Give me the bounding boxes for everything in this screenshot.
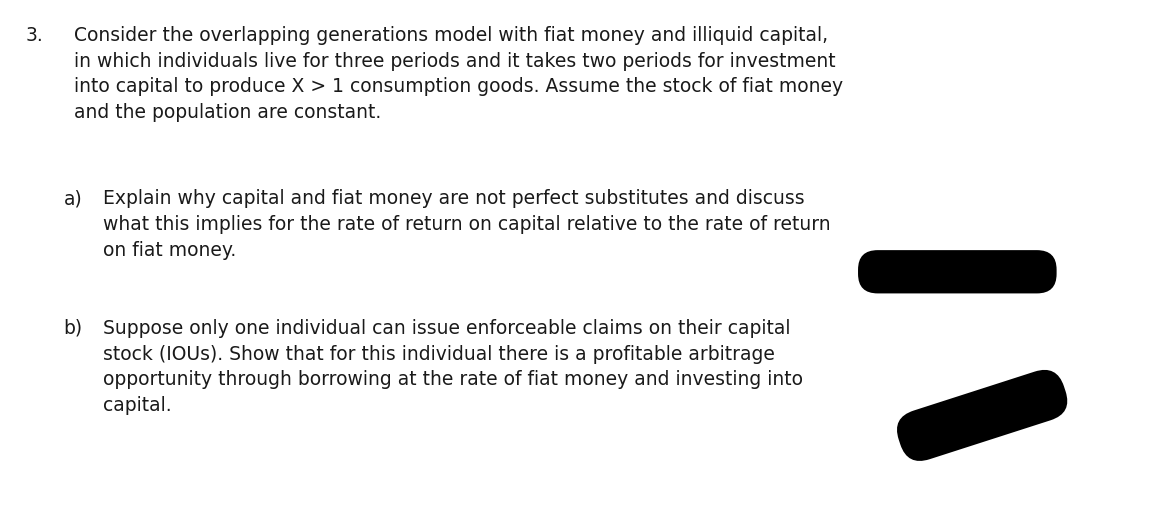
Text: b): b) [64,319,83,338]
FancyBboxPatch shape [897,370,1068,461]
FancyBboxPatch shape [858,250,1057,294]
Text: Consider the overlapping generations model with fiat money and illiquid capital,: Consider the overlapping generations mod… [74,26,843,122]
Text: Suppose only one individual can issue enforceable claims on their capital
stock : Suppose only one individual can issue en… [104,319,804,415]
Text: 3.: 3. [26,26,43,45]
Text: a): a) [64,189,83,208]
Text: Explain why capital and fiat money are not perfect substitutes and discuss
what : Explain why capital and fiat money are n… [104,189,832,260]
